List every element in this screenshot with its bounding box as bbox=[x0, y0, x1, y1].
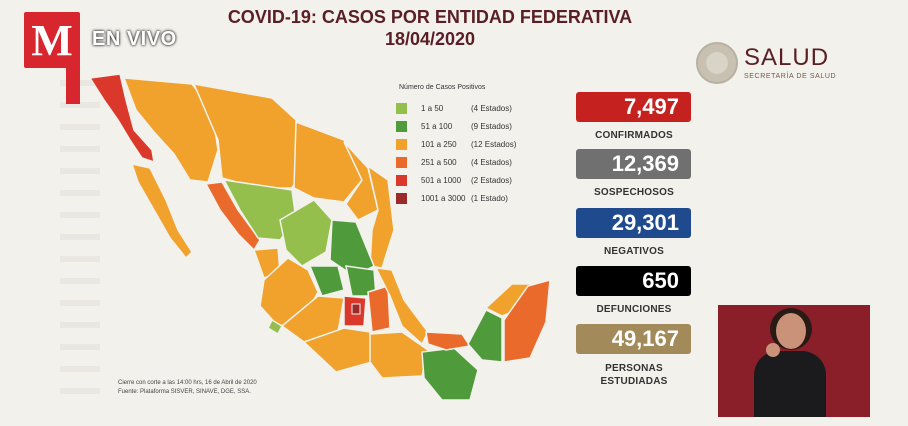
state-sinaloa bbox=[204, 181, 261, 252]
state-chiapas bbox=[421, 347, 479, 401]
state-michoacan bbox=[280, 295, 345, 343]
legend-range: 251 a 500 bbox=[421, 157, 457, 167]
legend-rows: 1 a 50 (4 Estados) 51 a 100 (9 Estados) 101 … bbox=[396, 99, 576, 207]
legend-count: (4 Estados) bbox=[471, 103, 512, 113]
state-puebla bbox=[367, 285, 391, 333]
legend-range: 1001 a 3000 bbox=[421, 193, 466, 203]
state-tamaulipas bbox=[366, 164, 395, 269]
state-chihuahua bbox=[192, 83, 309, 189]
legend-swatch bbox=[396, 102, 407, 114]
state-colima bbox=[267, 318, 283, 336]
mexico-map bbox=[88, 73, 551, 401]
footnote-line-1: Cierre con corte a las 14:00 hrs, 16 de … bbox=[118, 380, 257, 386]
legend-swatch bbox=[396, 120, 407, 132]
legend-swatch bbox=[396, 156, 407, 168]
legend-swatch bbox=[396, 138, 407, 150]
legend-swatch bbox=[396, 174, 407, 186]
legend-range: 101 a 250 bbox=[421, 139, 457, 149]
agency-name: SALUD bbox=[744, 44, 830, 71]
milenio-logo: M bbox=[24, 12, 80, 68]
legend-item: 251 a 500 (4 Estados) bbox=[396, 153, 576, 171]
title-date: 18/04/2020 bbox=[384, 29, 476, 49]
legend-range: 501 a 1000 bbox=[421, 175, 462, 185]
legend-item: 1001 a 3000 (1 Estado) bbox=[396, 189, 576, 207]
stat-value: 7,497 bbox=[576, 92, 691, 122]
live-label: EN VIVO bbox=[92, 28, 177, 50]
map-legend: Número de Casos Positivos 1 a 50 (4 Estad… bbox=[396, 84, 576, 207]
legend-count: (12 Estados) bbox=[471, 139, 517, 149]
state-oaxaca bbox=[369, 331, 429, 379]
stat-label: DEFUNCIONES bbox=[596, 304, 672, 315]
stat-label: SOSPECHOSOS bbox=[594, 187, 674, 198]
state-guanajuato bbox=[308, 265, 345, 297]
legend-range: 51 a 100 bbox=[421, 121, 453, 131]
legend-range: 1 a 50 bbox=[421, 103, 444, 113]
stat-label: PERSONAS ESTUDIADAS bbox=[600, 363, 668, 387]
state-tabasco bbox=[425, 331, 472, 351]
state-campeche bbox=[467, 309, 503, 363]
background-pattern bbox=[60, 80, 100, 410]
state-zacatecas bbox=[279, 199, 333, 267]
salud-logo: SALUD SECRETARÍA DE SALUD bbox=[696, 42, 866, 86]
legend-swatch bbox=[396, 192, 407, 204]
legend-count: (4 Estados) bbox=[471, 157, 512, 167]
legend-item: 101 a 250 (12 Estados) bbox=[396, 135, 576, 153]
legend-count: (9 Estados) bbox=[471, 121, 512, 131]
footnote: Cierre con corte a las 14:00 hrs, 16 de … bbox=[118, 379, 257, 397]
interpreter-body bbox=[754, 351, 826, 417]
legend-count: (2 Estados) bbox=[471, 175, 512, 185]
stat-label: NEGATIVOS bbox=[604, 246, 664, 257]
footnote-line-2: Fuente: Plataforma SISVER, SINAVE, DGE, … bbox=[118, 389, 251, 395]
stat-value: 12,369 bbox=[576, 149, 691, 179]
agency-subtitle: SECRETARÍA DE SALUD bbox=[744, 73, 837, 80]
state-veracruz bbox=[374, 267, 429, 346]
stat-label: CONFIRMADOS bbox=[595, 130, 673, 141]
stat-value: 29,301 bbox=[576, 208, 691, 238]
stat-value: 49,167 bbox=[576, 324, 691, 354]
state-durango bbox=[222, 179, 297, 241]
legend-item: 51 a 100 (9 Estados) bbox=[396, 117, 576, 135]
state-quintana-roo bbox=[503, 278, 551, 363]
national-seal-icon bbox=[696, 42, 738, 84]
stat-value: 650 bbox=[576, 266, 691, 296]
logo-tail bbox=[66, 66, 80, 104]
interpreter-face bbox=[776, 313, 806, 349]
interpreter-hand bbox=[766, 343, 780, 357]
legend-count: (1 Estado) bbox=[471, 193, 508, 203]
state-coahuila bbox=[293, 120, 363, 203]
legend-item: 1 a 50 (4 Estados) bbox=[396, 99, 576, 117]
state-baja-california-sur bbox=[130, 162, 193, 260]
infographic-title: COVID-19: CASOS POR ENTIDAD FEDERATIVA 1… bbox=[170, 6, 690, 50]
sign-language-interpreter bbox=[718, 305, 870, 417]
state-ciudad-de-mexico bbox=[351, 303, 361, 315]
title-line-1: COVID-19: CASOS POR ENTIDAD FEDERATIVA bbox=[227, 7, 633, 27]
legend-item: 501 a 1000 (2 Estados) bbox=[396, 171, 576, 189]
legend-title: Número de Casos Positivos bbox=[399, 84, 486, 91]
state-baja-california bbox=[88, 73, 155, 164]
